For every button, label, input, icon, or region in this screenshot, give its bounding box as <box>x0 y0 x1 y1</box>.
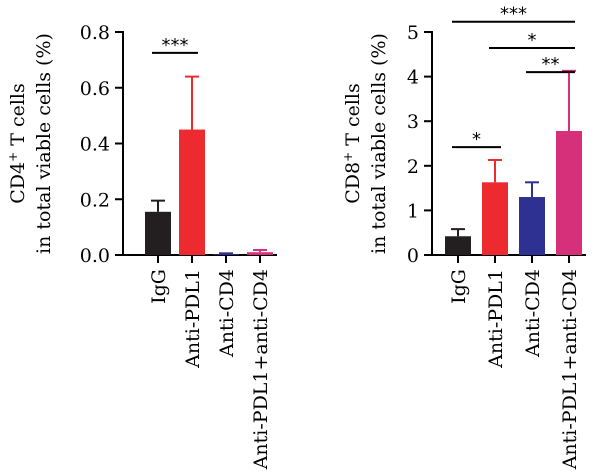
cd4-chart-panel: CD4+ T cells in total viable cells (%) 0.0… <box>6 22 277 470</box>
bar-cd4-3 <box>247 252 273 255</box>
x-tick-label: IgG <box>448 269 470 304</box>
y-tick-label: 0 <box>407 245 419 267</box>
bar-cd4-2 <box>213 254 239 255</box>
y-tick-label: 5 <box>407 22 419 44</box>
bar-cd8-3 <box>556 131 582 255</box>
y-tick-label: 2 <box>407 156 419 178</box>
y-tick-label: 4 <box>407 67 419 89</box>
significance-label: *** <box>500 4 527 25</box>
significance-label: * <box>528 30 537 51</box>
y-axis-label-line2: in total viable cells (%) <box>33 33 55 254</box>
y-tick-label: 0.4 <box>80 134 110 156</box>
cd8-chart-panel: CD8+ T cells in total viable cells (%) 0 1 2… <box>341 4 586 470</box>
y-tick-label: 0.6 <box>80 78 110 100</box>
significance-label: * <box>472 129 481 150</box>
y-tick-label: 3 <box>407 111 419 133</box>
x-tick-label: Anti-PDL1 <box>182 269 204 369</box>
bar-cd4-1 <box>179 129 205 255</box>
bar-cd8-2 <box>519 197 545 255</box>
x-tick-label: Anti-CD4 <box>522 269 544 358</box>
y-tick-label: 0.8 <box>80 22 110 44</box>
bar-cd4-0 <box>145 211 171 255</box>
y-axis-label-line2: in total viable cells (%) <box>368 33 390 254</box>
x-tick-label: Anti-PDL1+anti-CD4 <box>559 269 581 470</box>
x-tick-label: Anti-PDL1 <box>485 269 507 369</box>
x-tick-label: IgG <box>148 269 170 304</box>
x-tick-label: Anti-PDL1+anti-CD4 <box>250 269 272 470</box>
y-axis-label-line1: CD4+ T cells <box>6 83 29 203</box>
significance-label: ** <box>542 54 560 75</box>
x-tick-label: Anti-CD4 <box>216 269 238 358</box>
y-tick-label: 0.0 <box>80 245 110 267</box>
bar-cd8-1 <box>482 182 508 255</box>
y-axis-label-line1: CD8+ T cells <box>341 83 364 203</box>
y-tick-label: 1 <box>407 200 419 222</box>
y-tick-label: 0.2 <box>80 189 110 211</box>
significance-label: *** <box>162 35 189 56</box>
bar-cd8-0 <box>445 236 471 255</box>
